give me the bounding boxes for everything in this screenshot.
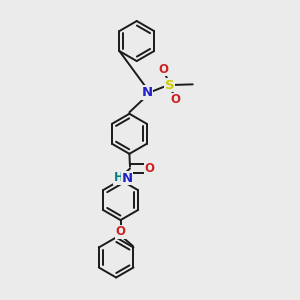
Text: O: O [144, 162, 154, 175]
Text: N: N [142, 86, 153, 99]
Text: O: O [170, 93, 180, 106]
Text: O: O [158, 62, 168, 76]
Text: S: S [165, 79, 175, 92]
Text: N: N [122, 172, 133, 185]
Text: O: O [116, 225, 126, 239]
Text: H: H [114, 172, 124, 184]
